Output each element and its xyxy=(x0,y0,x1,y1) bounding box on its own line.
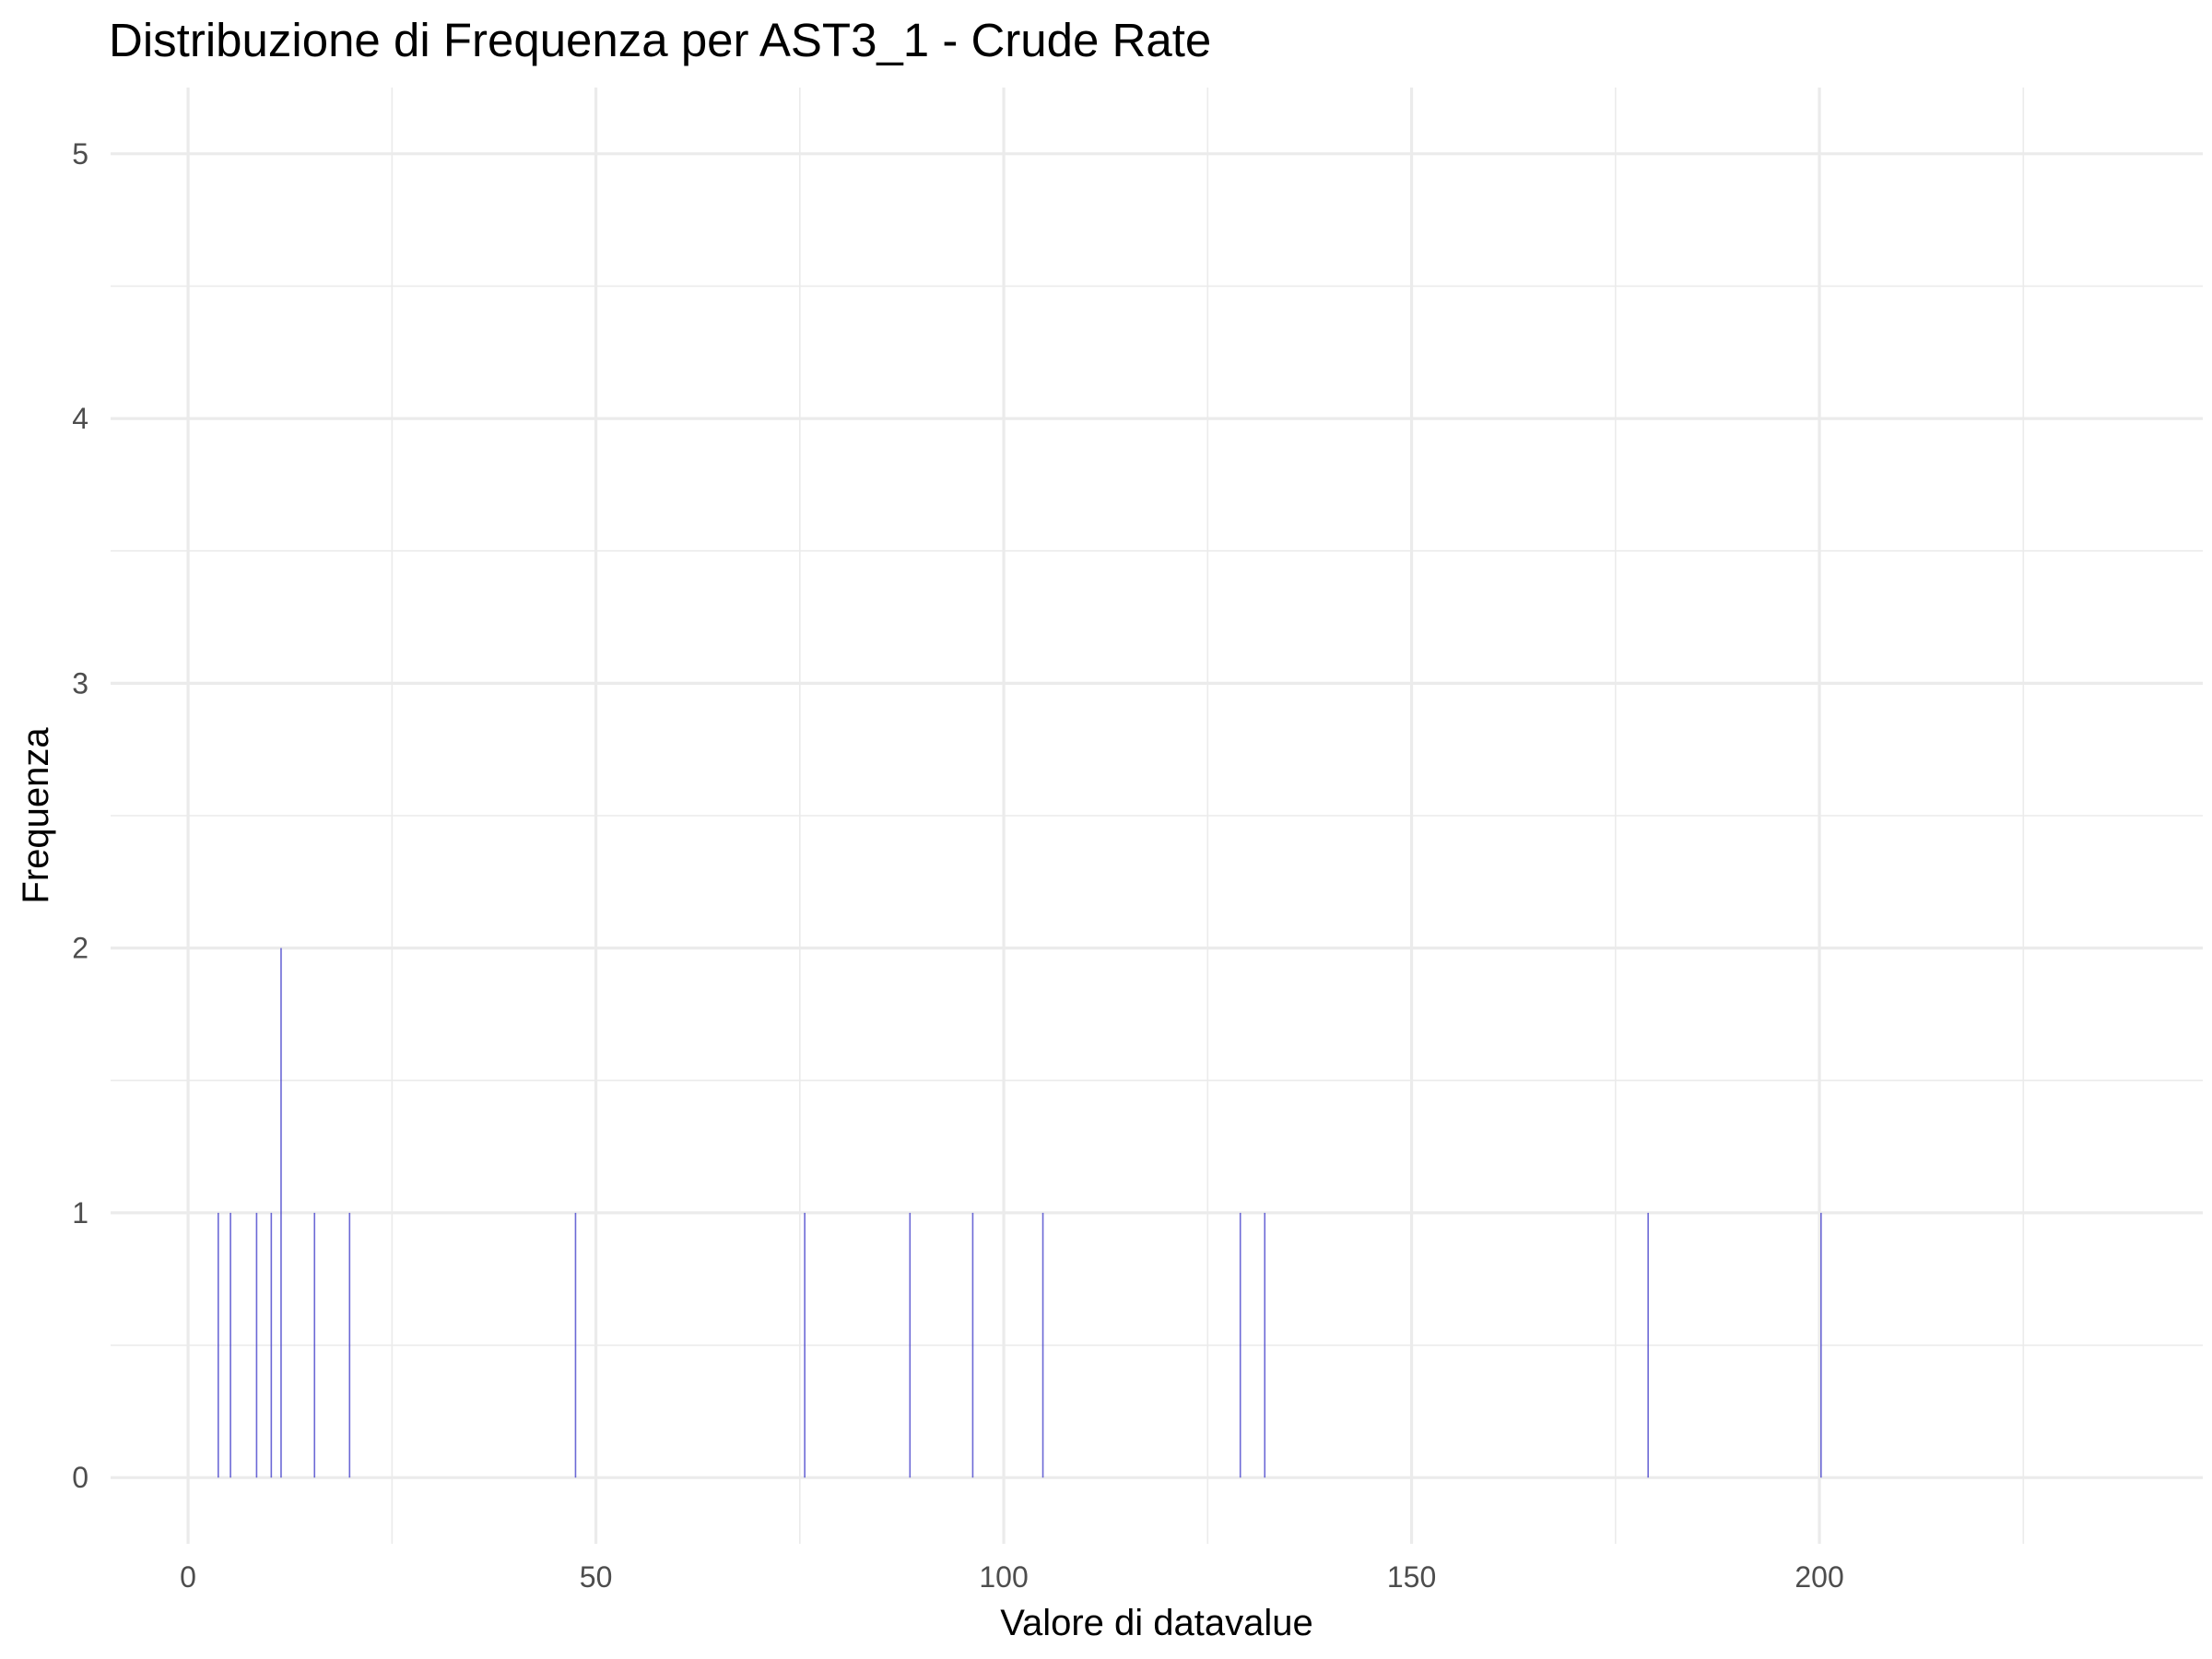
histogram-bar xyxy=(218,1212,219,1478)
histogram-bar xyxy=(1239,1212,1241,1478)
histogram-bar xyxy=(313,1212,316,1478)
histogram-bar xyxy=(280,947,282,1478)
y-tick-label: 4 xyxy=(72,402,88,435)
x-tick-label: 0 xyxy=(180,1560,196,1594)
y-axis-tick-labels: 0 1 2 3 4 5 xyxy=(72,137,88,1494)
x-tick-label: 150 xyxy=(1387,1560,1436,1594)
histogram-bars xyxy=(218,947,1822,1478)
y-tick-label: 2 xyxy=(72,932,88,965)
y-tick-label: 0 xyxy=(72,1461,88,1494)
y-tick-label: 5 xyxy=(72,137,88,171)
x-tick-label: 100 xyxy=(979,1560,1028,1594)
x-axis-tick-labels: 0 50 100 150 200 xyxy=(180,1560,1844,1594)
histogram-bar xyxy=(229,1212,231,1478)
histogram-bar xyxy=(1041,1212,1044,1478)
histogram-bar xyxy=(971,1212,974,1478)
y-tick-label: 1 xyxy=(72,1196,88,1230)
x-tick-label: 200 xyxy=(1794,1560,1843,1594)
histogram-bar xyxy=(909,1212,912,1478)
histogram-bar xyxy=(1264,1212,1266,1478)
major-gridlines xyxy=(111,88,2203,1544)
y-axis-title: Frequenza xyxy=(16,727,56,904)
histogram-bar xyxy=(348,1212,351,1478)
y-tick-label: 3 xyxy=(72,666,88,700)
histogram-bar xyxy=(270,1212,273,1478)
histogram-bar xyxy=(574,1212,577,1478)
x-tick-label: 50 xyxy=(580,1560,613,1594)
x-axis-title: Valore di datavalue xyxy=(1000,1603,1313,1643)
chart-title: Distribuzione di Frequenza per AST3_1 - … xyxy=(109,14,1212,66)
minor-gridlines xyxy=(111,88,2203,1544)
histogram-bar xyxy=(1647,1212,1650,1478)
histogram-bar xyxy=(1820,1212,1822,1478)
histogram-bar xyxy=(255,1212,258,1478)
histogram-bar xyxy=(804,1212,806,1478)
